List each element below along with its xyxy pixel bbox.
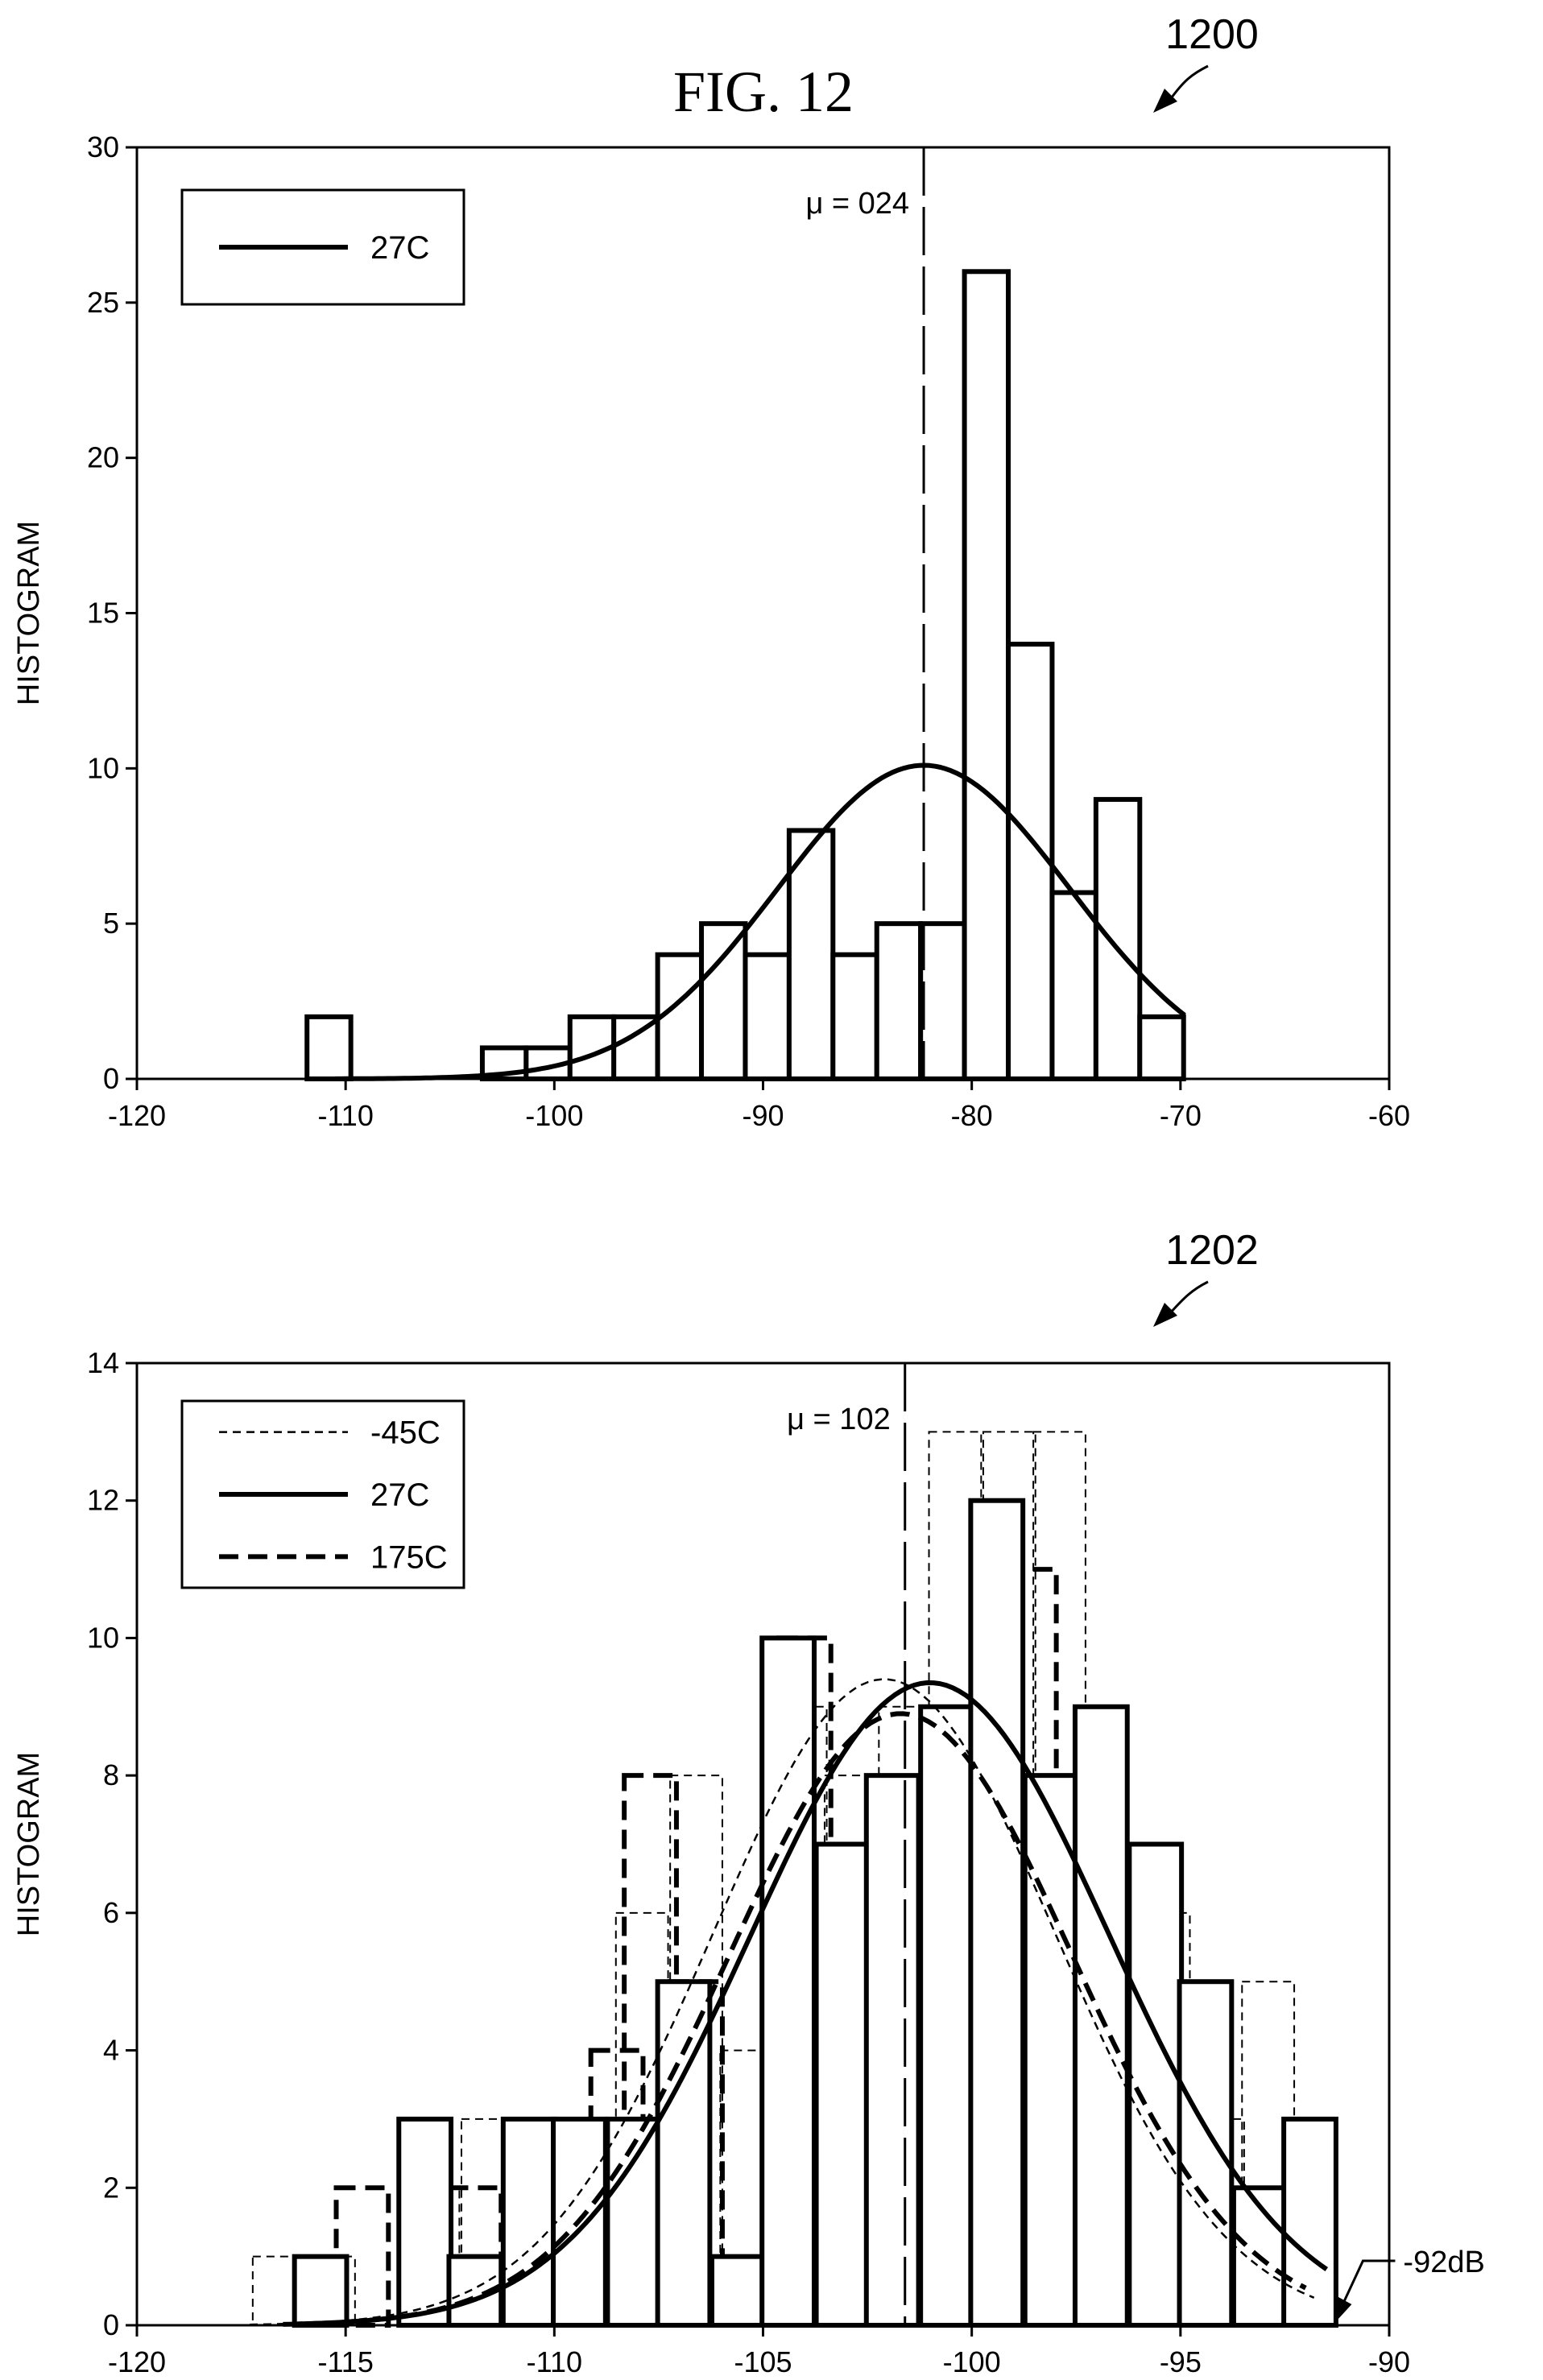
chart1-y-axis-title: HISTOGRAM xyxy=(12,521,46,705)
chart1-bar-27C xyxy=(874,921,924,1081)
chart2-mean-marker-label: μ = 102 xyxy=(787,1403,891,1436)
chart1-x-tick-label: -120 xyxy=(108,1099,166,1132)
chart2-y-axis-title: HISTOGRAM xyxy=(12,1752,46,1936)
chart2-y-tick-label: 8 xyxy=(103,1758,119,1791)
chart2-bar-27C xyxy=(759,1635,817,2328)
chart2-x-tick-label: -110 xyxy=(527,2345,582,2378)
chart2-bar-27C xyxy=(968,1498,1026,2328)
chart1-bar-27C xyxy=(830,952,879,1081)
chart2-ref-arrow xyxy=(1153,1280,1209,1327)
chart2-bar-27C xyxy=(918,1704,975,2328)
chart1-mean-marker-label: μ = 024 xyxy=(805,187,909,221)
chart1-x-tick-label: -90 xyxy=(742,1099,784,1132)
chart2-bar-27C xyxy=(863,1773,921,2328)
chart1-x-tick-label: -60 xyxy=(1368,1099,1410,1132)
chart2-x-tick-label: -95 xyxy=(1160,2345,1202,2378)
chart2-y-tick-label: 6 xyxy=(103,1896,119,1929)
chart1-y-tick-label: 10 xyxy=(87,751,119,784)
chart2-bar-27C xyxy=(292,2254,350,2328)
chart2-bar-27C xyxy=(1022,1773,1080,2328)
chart2-annotation-arrowhead xyxy=(1334,2295,1352,2324)
chart2-annotation-leader xyxy=(1341,2259,1396,2307)
chart2-bar-27C xyxy=(605,2116,663,2328)
chart1-y-tick-label: 0 xyxy=(103,1062,119,1095)
chart1-y-tick-label: 30 xyxy=(87,130,119,163)
chart1-bar-27C xyxy=(743,952,792,1081)
chart2-x-tick-label: -120 xyxy=(108,2345,166,2378)
chart2-bar-27C xyxy=(396,2116,454,2328)
chart2-y-tick-label: 2 xyxy=(103,2171,119,2204)
chart2-bar-27C xyxy=(709,2254,767,2328)
chart1-x-tick-label: -110 xyxy=(317,1099,373,1132)
chart1-bar-27C xyxy=(1006,642,1055,1081)
chart2-bar-27C xyxy=(500,2116,558,2328)
chart1-fit-curve-27C xyxy=(335,762,1186,1081)
chart1-bar-27C xyxy=(1137,1014,1186,1082)
chart2-x-tick-label: -90 xyxy=(1368,2345,1410,2378)
chart2-bar-27C xyxy=(813,1841,871,2328)
chart2-legend-label--45C: -45C xyxy=(370,1415,441,1451)
chart1-x-tick-label: -100 xyxy=(525,1099,583,1132)
chart1-bar-27C xyxy=(1093,796,1143,1082)
chart1-x-tick-label: -80 xyxy=(951,1099,993,1132)
figure-title: FIG. 12 xyxy=(673,60,854,124)
chart1-y-tick-label: 25 xyxy=(87,286,119,319)
chart2-annotation-label: -92dB xyxy=(1403,2246,1484,2279)
chart2-x-tick-label: -115 xyxy=(317,2345,373,2378)
chart2-bar-27C xyxy=(1127,1841,1185,2328)
chart1-ref-number: 1200 xyxy=(1165,11,1259,58)
chart2-y-tick-label: 12 xyxy=(87,1484,119,1517)
chart2-fit-curve--45C xyxy=(249,1678,1315,2326)
chart1-legend-label-27C: 27C xyxy=(370,230,429,266)
chart1-bar-27C xyxy=(699,921,748,1081)
chart2-legend-label-175C: 175C xyxy=(370,1539,448,1575)
chart1-ref-arrow xyxy=(1153,64,1209,113)
chart2-y-tick-label: 0 xyxy=(103,2308,119,2341)
chart1-x-tick-label: -70 xyxy=(1160,1099,1202,1132)
chart1-y-tick-label: 15 xyxy=(87,597,119,630)
chart2-y-tick-label: 4 xyxy=(103,2034,119,2067)
chart2-legend: -45C 27C 175C xyxy=(180,1399,465,1589)
chart2-ref-number: 1202 xyxy=(1165,1227,1259,1274)
chart2-bar-27C xyxy=(1281,2116,1338,2328)
chart1-bar-27C xyxy=(918,921,967,1081)
chart2-x-tick-label: -100 xyxy=(943,2345,1001,2378)
chart1-bar-27C xyxy=(962,269,1011,1081)
chart1-bar-27C xyxy=(304,1014,354,1082)
chart1-y-tick-label: 20 xyxy=(87,441,119,474)
chart2-y-tick-label: 14 xyxy=(87,1346,119,1379)
chart2-legend-label-27C: 27C xyxy=(370,1477,429,1513)
chart2-fit-curve-27C xyxy=(295,1680,1329,2327)
chart2-bar-175C xyxy=(333,2185,391,2328)
histogram-chart-1202: 0 2 4 6 8 10 12 14 -120 -115 -110 -105 -100 -95 -90 HIS… xyxy=(12,1346,1485,2378)
chart1-y-tick-label: 5 xyxy=(103,907,119,940)
chart2-annotation: -92dB xyxy=(1334,2246,1485,2324)
chart2-y-tick-label: 10 xyxy=(87,1621,119,1654)
chart2-x-tick-label: -105 xyxy=(734,2345,792,2378)
chart1-legend: 27C xyxy=(180,188,465,306)
chart1-bar-27C xyxy=(1049,890,1098,1081)
histogram-chart-1200: 0 5 10 15 20 25 30 -120 -110 -100 -90 -80 -70 -60 HIST… xyxy=(12,130,1410,1132)
